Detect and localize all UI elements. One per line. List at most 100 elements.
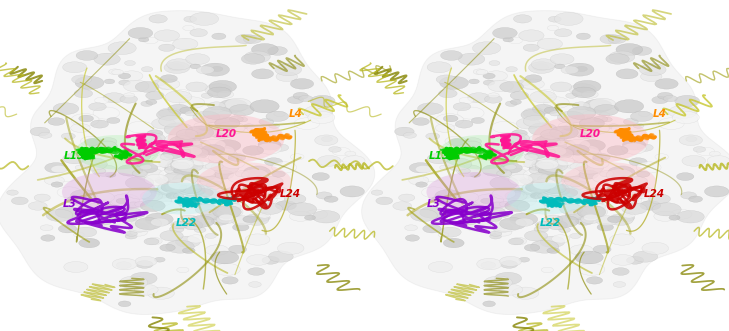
Circle shape	[175, 171, 192, 179]
Circle shape	[534, 226, 548, 232]
Circle shape	[146, 193, 159, 199]
Circle shape	[117, 262, 131, 268]
Circle shape	[607, 184, 629, 194]
Circle shape	[533, 64, 549, 71]
Circle shape	[608, 166, 635, 178]
Circle shape	[316, 192, 332, 199]
Circle shape	[203, 173, 215, 178]
Circle shape	[195, 204, 218, 214]
Circle shape	[512, 287, 539, 299]
Circle shape	[217, 215, 235, 224]
Circle shape	[410, 209, 437, 221]
Circle shape	[185, 111, 197, 116]
Circle shape	[235, 113, 246, 118]
Circle shape	[618, 214, 635, 221]
Circle shape	[121, 214, 137, 221]
Circle shape	[213, 206, 241, 218]
Circle shape	[481, 262, 496, 268]
Circle shape	[561, 168, 580, 176]
Circle shape	[81, 158, 107, 170]
Circle shape	[501, 260, 518, 268]
Circle shape	[510, 91, 529, 100]
Circle shape	[431, 196, 449, 204]
Circle shape	[201, 160, 222, 169]
Circle shape	[48, 118, 65, 125]
Circle shape	[677, 211, 704, 223]
Circle shape	[483, 73, 495, 79]
Circle shape	[490, 231, 502, 236]
Circle shape	[633, 251, 658, 262]
Circle shape	[186, 54, 209, 65]
Circle shape	[100, 138, 117, 145]
Circle shape	[537, 162, 554, 169]
Circle shape	[183, 178, 200, 185]
Circle shape	[526, 184, 539, 191]
Circle shape	[176, 173, 194, 181]
Circle shape	[209, 148, 238, 161]
Circle shape	[214, 140, 241, 152]
Circle shape	[583, 214, 599, 221]
Circle shape	[176, 236, 200, 247]
Circle shape	[553, 215, 579, 227]
Circle shape	[230, 105, 254, 116]
Circle shape	[92, 165, 117, 176]
Circle shape	[589, 98, 616, 111]
Circle shape	[376, 197, 393, 205]
Circle shape	[608, 214, 634, 225]
Circle shape	[704, 186, 729, 197]
Circle shape	[180, 107, 195, 114]
Circle shape	[574, 145, 599, 157]
Circle shape	[225, 98, 252, 111]
Circle shape	[538, 166, 558, 175]
Circle shape	[579, 170, 599, 179]
Circle shape	[79, 238, 100, 248]
Ellipse shape	[168, 114, 284, 164]
Circle shape	[34, 194, 50, 201]
Circle shape	[259, 118, 274, 125]
Circle shape	[180, 146, 203, 156]
Circle shape	[294, 118, 319, 129]
Circle shape	[85, 139, 100, 146]
Circle shape	[529, 62, 554, 73]
Circle shape	[165, 240, 194, 253]
Circle shape	[609, 234, 634, 245]
Circle shape	[299, 95, 313, 102]
Circle shape	[89, 103, 106, 111]
Circle shape	[550, 82, 572, 92]
Circle shape	[530, 91, 556, 103]
Circle shape	[490, 176, 518, 189]
Circle shape	[506, 67, 518, 72]
Circle shape	[623, 139, 646, 150]
Circle shape	[177, 187, 194, 194]
Circle shape	[552, 169, 580, 182]
Circle shape	[146, 91, 164, 100]
Circle shape	[171, 161, 187, 167]
Circle shape	[194, 227, 206, 233]
Circle shape	[153, 80, 166, 86]
Circle shape	[168, 104, 190, 114]
Circle shape	[268, 46, 287, 55]
Circle shape	[250, 166, 267, 173]
Circle shape	[593, 156, 607, 163]
Circle shape	[539, 159, 566, 170]
Circle shape	[57, 187, 81, 198]
Circle shape	[542, 183, 569, 196]
Circle shape	[403, 132, 416, 138]
Circle shape	[658, 92, 673, 99]
Circle shape	[206, 163, 223, 170]
Text: L3: L3	[426, 199, 441, 209]
Circle shape	[606, 54, 629, 64]
Circle shape	[74, 232, 84, 237]
Circle shape	[570, 122, 585, 129]
Circle shape	[544, 215, 563, 224]
Circle shape	[541, 160, 567, 172]
Circle shape	[568, 148, 579, 153]
Circle shape	[278, 242, 304, 254]
Circle shape	[477, 259, 502, 270]
Circle shape	[510, 100, 521, 105]
Circle shape	[500, 81, 523, 92]
Circle shape	[654, 211, 676, 221]
Circle shape	[176, 160, 203, 172]
Circle shape	[545, 107, 559, 114]
Circle shape	[145, 213, 174, 226]
